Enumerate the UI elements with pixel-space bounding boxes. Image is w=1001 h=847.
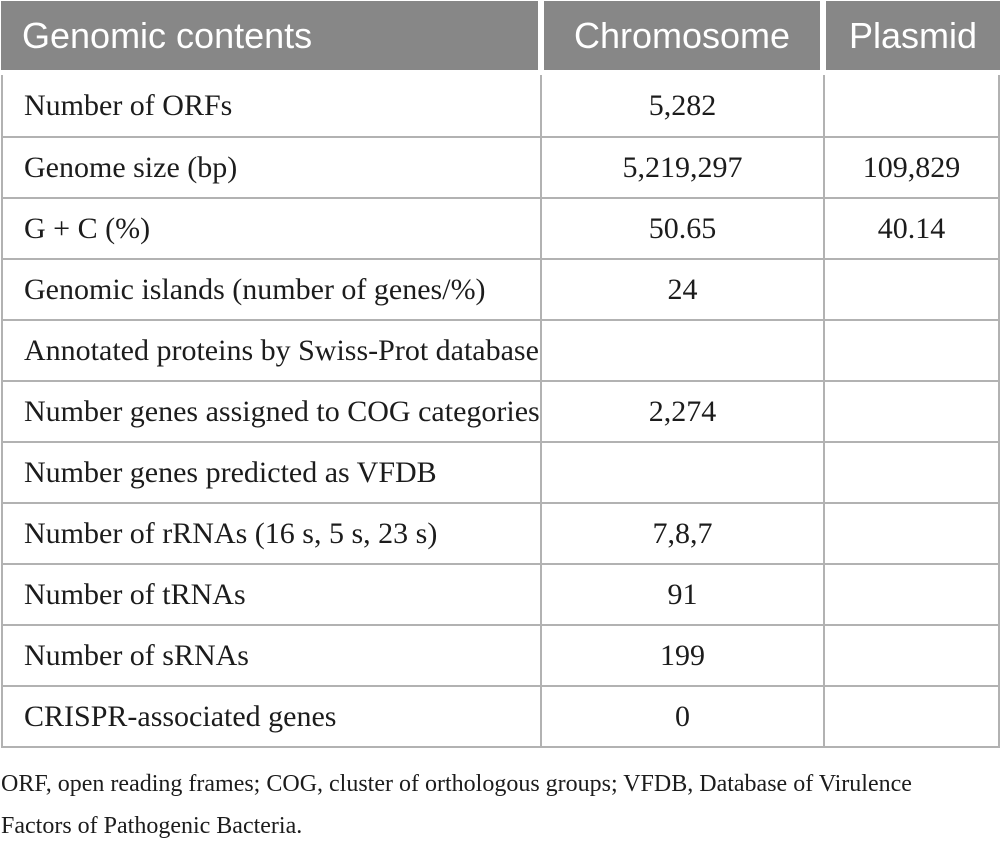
table-row: Number of ORFs 5,282	[3, 75, 998, 136]
table-row: CRISPR-associated genes 0	[3, 685, 998, 746]
row-label: Number genes assigned to COG categories	[24, 394, 540, 428]
table-row: Annotated proteins by Swiss-Prot databas…	[3, 319, 998, 380]
plasmid-value	[823, 443, 998, 502]
plasmid-value	[823, 687, 998, 746]
plasmid-value	[823, 565, 998, 624]
plasmid-value	[823, 260, 998, 319]
plasmid-value: 40.14	[823, 199, 998, 258]
table-row: G + C (%) 50.65 40.14	[3, 197, 998, 258]
table-footnote: ORF, open reading frames; COG, cluster o…	[1, 771, 912, 839]
column-header-chromosome: Chromosome	[544, 1, 820, 70]
table-row: Number of rRNAs (16 s, 5 s, 23 s) 7,8,7	[3, 502, 998, 563]
table-row: Genomic islands (number of genes/%) 24	[3, 258, 998, 319]
row-label: Number of ORFs	[24, 88, 233, 122]
plasmid-value: 109,829	[823, 138, 998, 197]
genomic-contents-table: Genomic contents Chromosome Plasmid Numb…	[1, 1, 1000, 748]
column-header-genomic-contents: Genomic contents	[1, 1, 538, 70]
table-row: Number genes assigned to COG categories …	[3, 380, 998, 441]
chromosome-value: 5,282	[540, 75, 823, 136]
table-row: Genome size (bp) 5,219,297 109,829	[3, 136, 998, 197]
table-row: Number genes predicted as VFDB	[3, 441, 998, 502]
chromosome-value: 0	[540, 687, 823, 746]
plasmid-value	[823, 382, 998, 441]
chromosome-value: 24	[540, 260, 823, 319]
table-row: Number of sRNAs 199	[3, 624, 998, 685]
row-label: Genome size (bp)	[24, 150, 238, 184]
plasmid-value	[823, 504, 998, 563]
chromosome-value: 5,219,297	[540, 138, 823, 197]
chromosome-value	[540, 443, 823, 502]
chromosome-value: 7,8,7	[540, 504, 823, 563]
chromosome-value: 91	[540, 565, 823, 624]
chromosome-value: 2,274	[540, 382, 823, 441]
row-label: Number genes predicted as VFDB	[24, 455, 437, 489]
plasmid-value	[823, 321, 998, 380]
plasmid-value	[823, 626, 998, 685]
row-label: Annotated proteins by Swiss-Prot databas…	[24, 333, 539, 367]
row-label: CRISPR-associated genes	[24, 699, 337, 733]
column-header-plasmid: Plasmid	[826, 1, 1000, 70]
row-label: G + C (%)	[24, 211, 151, 245]
row-label: Number of tRNAs	[24, 577, 246, 611]
chromosome-value: 199	[540, 626, 823, 685]
table-header-row: Genomic contents Chromosome Plasmid	[1, 1, 1000, 70]
table-row: Number of tRNAs 91	[3, 563, 998, 624]
row-label: Number of rRNAs (16 s, 5 s, 23 s)	[24, 516, 438, 550]
chromosome-value	[540, 321, 823, 380]
row-label: Number of sRNAs	[24, 638, 249, 672]
plasmid-value	[823, 75, 998, 136]
chromosome-value: 50.65	[540, 199, 823, 258]
row-label: Genomic islands (number of genes/%)	[24, 272, 486, 306]
table-body: Number of ORFs 5,282 Genome size (bp) 5,…	[1, 75, 1000, 748]
